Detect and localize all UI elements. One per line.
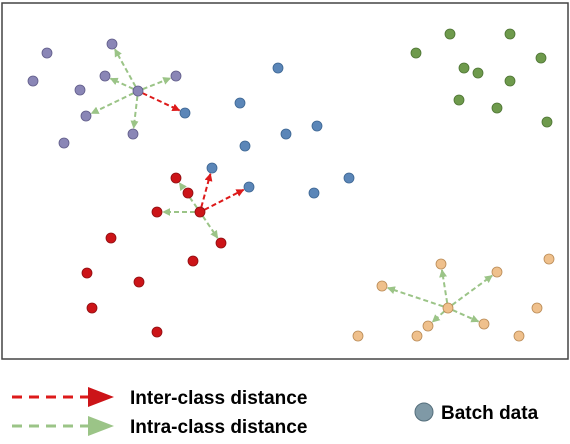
green-point <box>472 67 484 79</box>
plot-frame <box>1 2 569 360</box>
intra-class-arrow <box>431 310 445 323</box>
batch-data-legend-marker <box>414 402 434 422</box>
purple-point <box>132 85 144 97</box>
blue-point <box>179 107 191 119</box>
purple-point <box>127 128 139 140</box>
arrow-layer <box>90 48 493 323</box>
orange-point <box>531 302 543 314</box>
blue-point <box>272 62 284 74</box>
blue-point <box>311 120 323 132</box>
intra-class-arrow <box>201 215 219 239</box>
intra-class-legend-label: Intra-class distance <box>130 417 307 438</box>
green-point <box>491 102 503 114</box>
red-point <box>187 255 199 267</box>
orange-point <box>478 318 490 330</box>
intra-class-arrow <box>452 309 480 323</box>
orange-point <box>422 320 434 332</box>
intra-class-arrow <box>109 77 134 90</box>
red-point <box>194 206 206 218</box>
green-point <box>504 75 516 87</box>
inter-class-legend-label: Inter-class distance <box>130 388 307 409</box>
purple-point <box>58 137 70 149</box>
purple-point <box>80 110 92 122</box>
intra-class-arrow <box>130 95 139 129</box>
orange-point <box>543 253 555 265</box>
red-point <box>86 302 98 314</box>
purple-point <box>27 75 39 87</box>
orange-point <box>513 330 525 342</box>
legend: Inter-class distance Intra-class distanc… <box>12 387 539 438</box>
orange-point <box>376 280 388 292</box>
batch-data-legend-label: Batch data <box>441 403 539 424</box>
intra-class-arrow <box>142 77 172 91</box>
green-point <box>458 62 470 74</box>
intra-class-arrow <box>114 48 137 88</box>
purple-point <box>99 70 111 82</box>
green-point <box>541 116 553 128</box>
green-point <box>453 94 465 106</box>
green-point <box>444 28 456 40</box>
point-layer <box>27 28 555 342</box>
blue-point <box>206 162 218 174</box>
orange-point <box>491 266 503 278</box>
blue-point <box>243 181 255 193</box>
orange-point <box>435 258 447 270</box>
intra-class-legend-arrowhead <box>88 416 114 436</box>
red-point <box>215 237 227 249</box>
inter-class-legend-arrowhead <box>88 387 114 407</box>
blue-point <box>308 187 320 199</box>
purple-point <box>170 70 182 82</box>
red-point <box>182 187 194 199</box>
blue-point <box>234 97 246 109</box>
orange-point <box>352 330 364 342</box>
inter-class-arrow <box>200 173 213 208</box>
blue-point <box>280 128 292 140</box>
intra-class-arrow <box>451 274 493 306</box>
red-point <box>133 276 145 288</box>
red-point <box>170 172 182 184</box>
orange-point <box>411 330 423 342</box>
red-point <box>151 326 163 338</box>
intra-class-arrow <box>386 286 444 308</box>
green-point <box>410 47 422 59</box>
purple-point <box>74 84 86 96</box>
purple-point <box>41 47 53 59</box>
green-point <box>504 28 516 40</box>
inter-class-arrow <box>142 92 181 112</box>
intra-class-arrow <box>439 269 449 304</box>
red-point <box>105 232 117 244</box>
red-point <box>81 267 93 279</box>
inter-class-arrow <box>203 188 245 211</box>
red-point <box>151 206 163 218</box>
purple-point <box>106 38 118 50</box>
intra-class-arrow <box>178 182 198 209</box>
blue-point <box>343 172 355 184</box>
green-point <box>535 52 547 64</box>
orange-point <box>442 302 454 314</box>
blue-point <box>239 140 251 152</box>
